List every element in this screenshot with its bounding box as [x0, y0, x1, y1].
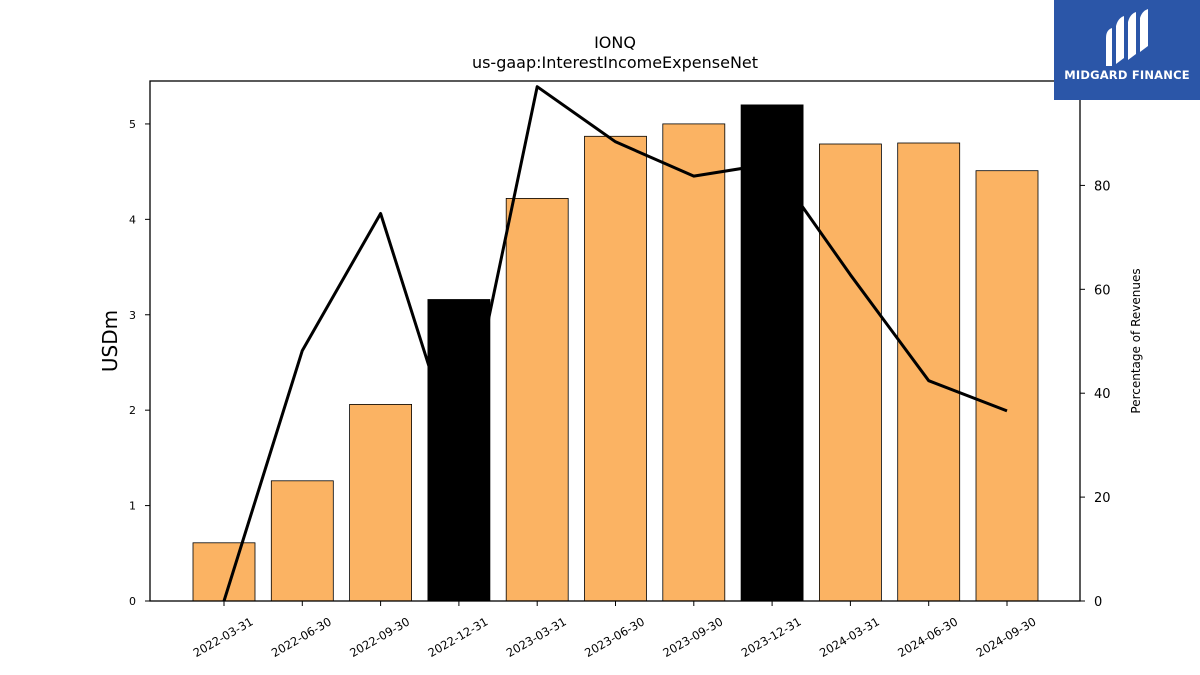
y2-tick-label: 40 — [1094, 387, 1111, 402]
x-tick-label: 2024-09-30 — [974, 614, 1039, 660]
bar-2023-09-30 — [662, 123, 726, 602]
bar-2023-12-31 — [740, 104, 804, 602]
y2-tick-label: 60 — [1094, 283, 1111, 298]
line-layer — [222, 85, 1008, 602]
y-tick-label: 4 — [129, 213, 136, 226]
x-tick-label: 2022-03-31 — [191, 614, 256, 660]
x-tick-label: 2024-06-30 — [895, 614, 960, 660]
bar-2023-06-30 — [584, 135, 647, 602]
x-tick-label: 2023-12-31 — [739, 614, 804, 660]
y-tick-label: 5 — [129, 118, 136, 131]
x-tick-label: 2023-06-30 — [582, 614, 647, 660]
y-axis-label: USDm — [98, 310, 122, 372]
y2-axis-label: Percentage of Revenues — [1129, 268, 1143, 413]
chart-title: IONQ — [594, 33, 636, 52]
x-tick-label: 2022-06-30 — [269, 614, 334, 660]
logo-mark-icon — [1106, 9, 1148, 66]
bar-2022-06-30 — [270, 480, 334, 602]
y-tick-label: 3 — [129, 309, 136, 322]
y-tick-label: 0 — [129, 595, 136, 608]
y2-tick-label: 80 — [1094, 179, 1111, 194]
bar-2022-12-31 — [427, 299, 491, 602]
bar-2022-09-30 — [349, 403, 413, 602]
bar-2024-06-30 — [897, 142, 961, 602]
x-tick-label: 2024-03-31 — [817, 614, 882, 660]
y2-tick-label: 20 — [1094, 491, 1111, 506]
bars-layer — [192, 104, 1039, 602]
logo-text: MIDGARD FINANCE — [1064, 68, 1190, 82]
bar-2022-03-31 — [192, 542, 256, 602]
midgard-finance-logo: MIDGARD FINANCE — [1054, 0, 1200, 100]
y-tick-label: 2 — [129, 404, 136, 417]
x-tick-label: 2023-09-30 — [660, 614, 725, 660]
y2-tick-label: 0 — [1094, 595, 1102, 610]
bar-2023-03-31 — [505, 197, 569, 602]
x-tick-label: 2022-09-30 — [347, 614, 412, 660]
x-tick-label: 2023-03-31 — [504, 614, 569, 660]
bar-2024-09-30 — [975, 170, 1039, 602]
y-tick-label: 1 — [129, 500, 136, 513]
bar-2024-03-31 — [819, 143, 882, 602]
x-tick-label: 2022-12-31 — [426, 614, 491, 660]
chart-subtitle: us-gaap:InterestIncomeExpenseNet — [472, 53, 758, 72]
